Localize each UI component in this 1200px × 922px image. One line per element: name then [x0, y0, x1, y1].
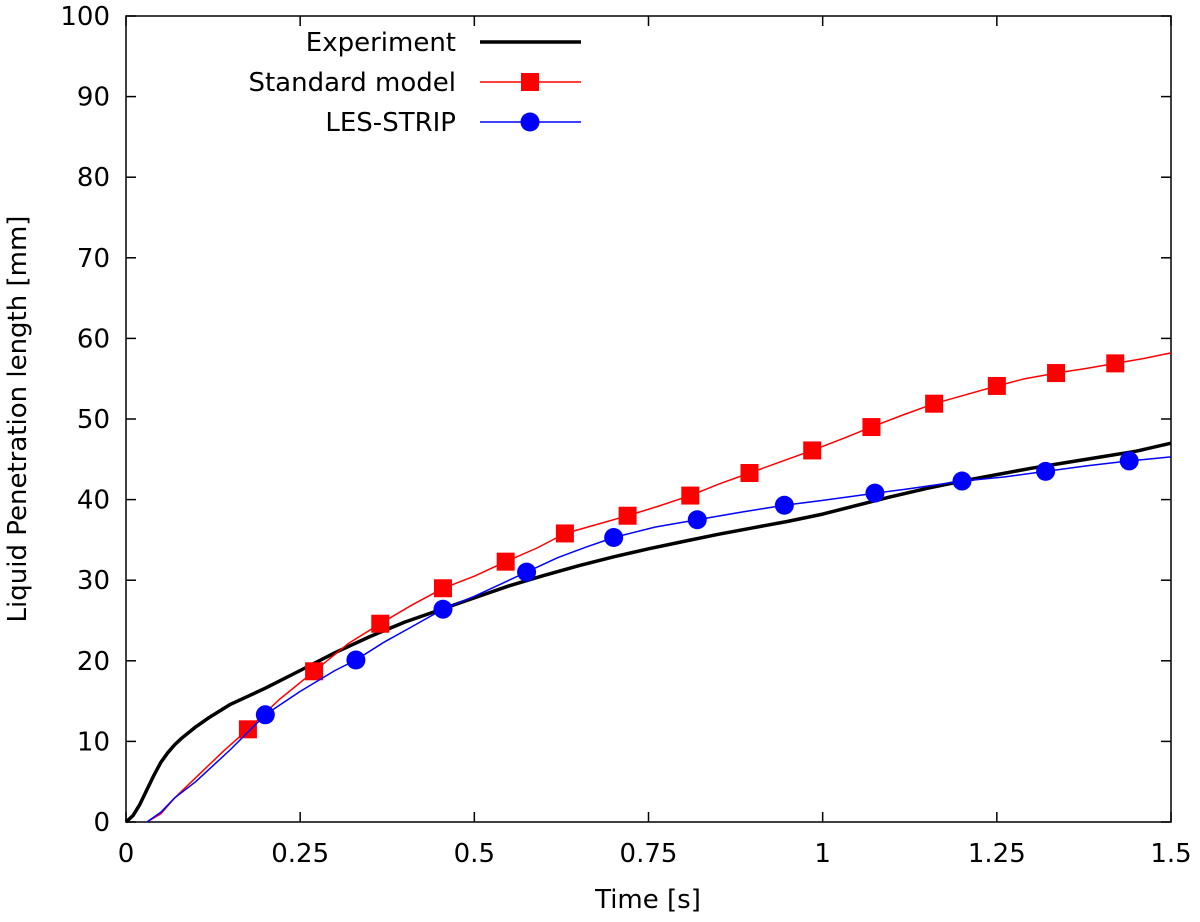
data-point-standard-model: [555, 524, 574, 543]
legend-label-standard-model: Standard model: [248, 68, 456, 98]
y-tick-label: 10: [77, 727, 110, 757]
data-point-standard-model: [740, 464, 759, 483]
legend-label-experiment: Experiment: [306, 28, 456, 58]
data-point-les-strip: [1119, 451, 1139, 471]
y-tick-label: 100: [60, 2, 110, 32]
y-tick-label: 40: [77, 486, 110, 516]
data-point-les-strip: [517, 562, 537, 582]
series-experiment: [124, 441, 1172, 824]
data-point-les-strip: [433, 599, 453, 619]
plot-frame: [125, 15, 1172, 823]
series-line-les-strip: [146, 456, 1172, 823]
y-tick-label: 0: [93, 808, 110, 838]
legend-marker-standard-model: [521, 73, 539, 91]
y-axis-title: Liquid Penetration length [mm]: [3, 216, 33, 623]
series-line-standard-model: [146, 352, 1172, 823]
x-tick-label: 0.25: [271, 839, 329, 869]
y-tick-label: 50: [77, 405, 110, 435]
series-standard-model: [146, 352, 1172, 823]
data-point-standard-model: [803, 441, 822, 460]
y-tick-label: 90: [77, 83, 110, 113]
data-point-standard-model: [925, 394, 944, 413]
series-les-strip: [146, 451, 1172, 823]
data-point-les-strip: [865, 483, 885, 503]
y-tick-label: 70: [77, 244, 110, 274]
y-tick-label: 80: [77, 163, 110, 193]
series-line-experiment: [124, 441, 1172, 824]
data-point-les-strip: [346, 650, 366, 670]
series-layer: [124, 352, 1172, 824]
data-point-les-strip: [952, 471, 972, 491]
data-point-standard-model: [371, 614, 390, 633]
data-point-standard-model: [618, 506, 637, 525]
x-tick-label: 1.25: [968, 839, 1026, 869]
data-point-standard-model: [305, 662, 324, 681]
legend: Experiment Standard model LES-STRIP: [248, 28, 581, 138]
x-tick-label: 0.5: [454, 839, 495, 869]
data-point-standard-model: [862, 418, 881, 437]
x-tick-label: 1: [814, 839, 831, 869]
y-tick-label: 30: [77, 566, 110, 596]
data-point-les-strip: [1036, 461, 1056, 481]
data-point-standard-model: [496, 552, 515, 571]
data-point-standard-model: [987, 376, 1006, 395]
x-tick-label: 0.75: [620, 839, 678, 869]
legend-label-les-strip: LES-STRIP: [325, 108, 456, 138]
data-point-les-strip: [255, 705, 275, 725]
y-tick-label: 20: [77, 647, 110, 677]
data-point-standard-model: [1047, 364, 1066, 383]
axis-ticks: 0 0.25 0.5 0.75 1 1.25 1.5 0 10 20 30 40 50 60 70 80 90 1…: [60, 2, 1191, 869]
data-point-standard-model: [1106, 354, 1125, 373]
x-tick-label: 1.5: [1150, 839, 1191, 869]
x-axis-title: Time [s]: [594, 885, 701, 915]
y-tick-label: 60: [77, 324, 110, 354]
data-point-les-strip: [687, 510, 707, 530]
x-tick-label: 0: [118, 839, 135, 869]
data-point-les-strip: [774, 495, 794, 515]
data-point-standard-model: [681, 486, 700, 505]
data-point-standard-model: [433, 579, 452, 598]
data-point-les-strip: [604, 527, 624, 547]
legend-marker-les-strip: [520, 112, 540, 132]
data-point-standard-model: [238, 720, 257, 739]
